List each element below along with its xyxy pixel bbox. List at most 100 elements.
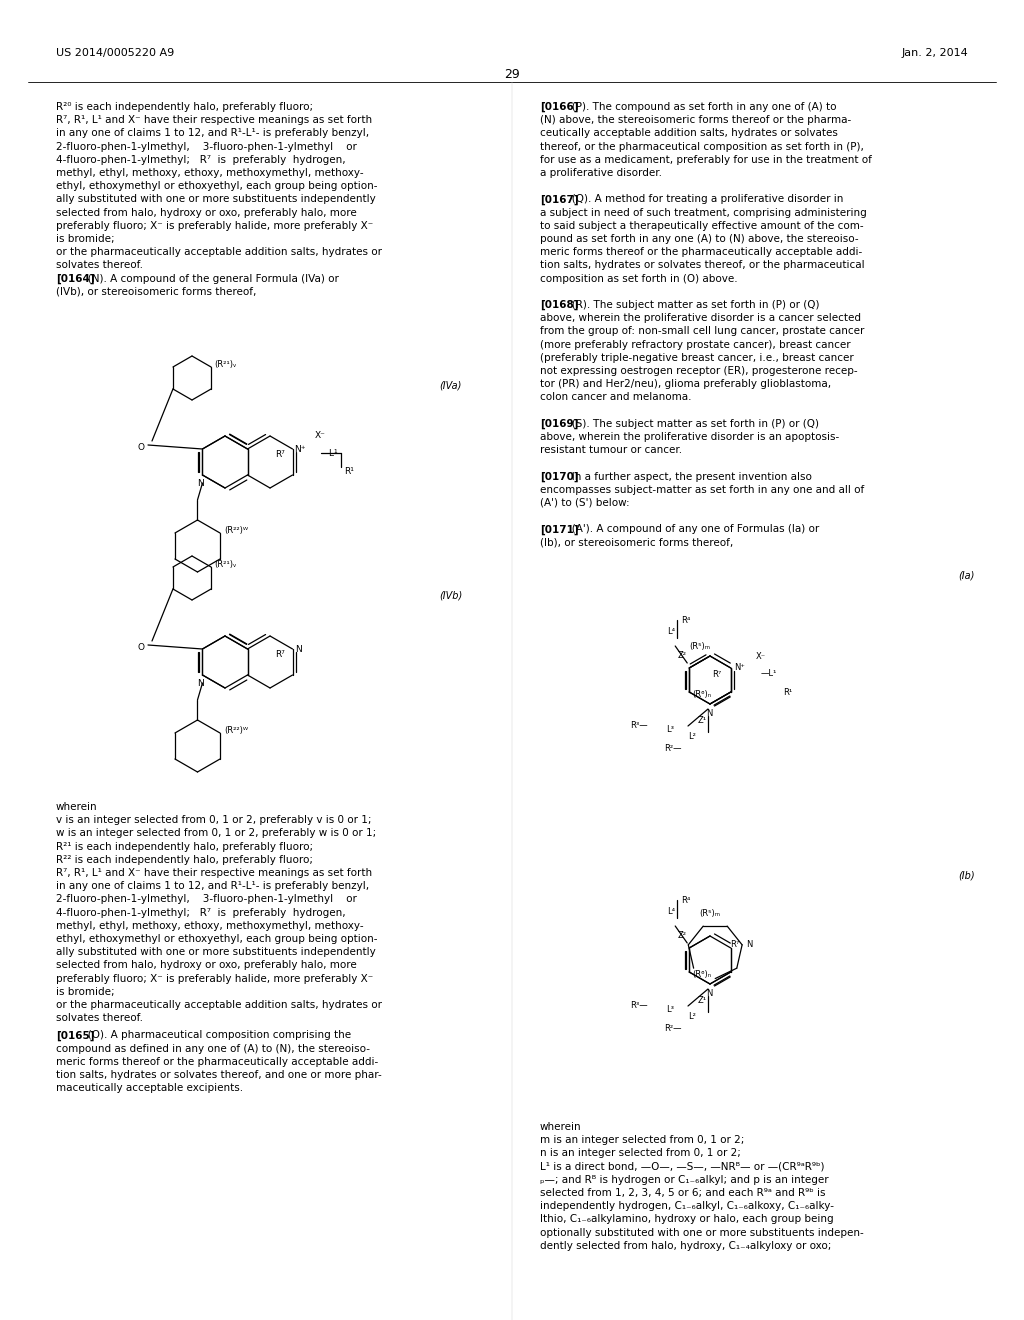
Text: (R²²)ᵂ: (R²²)ᵂ [224, 726, 248, 735]
Text: resistant tumour or cancer.: resistant tumour or cancer. [540, 445, 682, 455]
Text: [0170]: [0170] [540, 471, 579, 482]
Text: 2-fluoro-phen-1-ylmethyl,    3-fluoro-phen-1-ylmethyl    or: 2-fluoro-phen-1-ylmethyl, 3-fluoro-phen-… [56, 895, 357, 904]
Text: L²: L² [688, 733, 696, 741]
Text: compound as defined in any one of (A) to (N), the stereoiso-: compound as defined in any one of (A) to… [56, 1044, 370, 1053]
Text: N: N [296, 644, 302, 653]
Text: N: N [746, 940, 753, 949]
Text: R²¹ is each independently halo, preferably fluoro;: R²¹ is each independently halo, preferab… [56, 842, 313, 851]
Text: N⁺: N⁺ [734, 664, 744, 672]
Text: R⁴: R⁴ [681, 896, 690, 906]
Text: —L¹: —L¹ [761, 669, 777, 678]
Text: (R⁶)ₙ: (R⁶)ₙ [692, 690, 712, 700]
Text: methyl, ethyl, methoxy, ethoxy, methoxymethyl, methoxy-: methyl, ethyl, methoxy, ethoxy, methoxym… [56, 921, 364, 931]
Text: R²—: R²— [665, 744, 682, 752]
Text: In a further aspect, the present invention also: In a further aspect, the present inventi… [562, 471, 812, 482]
Text: pound as set forth in any one (A) to (N) above, the stereoiso-: pound as set forth in any one (A) to (N)… [540, 234, 859, 244]
Text: a proliferative disorder.: a proliferative disorder. [540, 168, 662, 178]
Text: R³—: R³— [631, 722, 648, 730]
Text: 4-fluoro-phen-1-ylmethyl;   R⁷  is  preferably  hydrogen,: 4-fluoro-phen-1-ylmethyl; R⁷ is preferab… [56, 908, 346, 917]
Text: Jan. 2, 2014: Jan. 2, 2014 [901, 48, 968, 58]
Text: (Ib), or stereoisomeric forms thereof,: (Ib), or stereoisomeric forms thereof, [540, 537, 733, 548]
Text: tor (PR) and Her2/neu), glioma preferably glioblastoma,: tor (PR) and Her2/neu), glioma preferabl… [540, 379, 831, 389]
Text: w is an integer selected from 0, 1 or 2, preferably w is 0 or 1;: w is an integer selected from 0, 1 or 2,… [56, 829, 376, 838]
Text: above, wherein the proliferative disorder is an apoptosis-: above, wherein the proliferative disorde… [540, 432, 840, 442]
Text: US 2014/0005220 A9: US 2014/0005220 A9 [56, 48, 174, 58]
Text: meric forms thereof or the pharmaceutically acceptable addi-: meric forms thereof or the pharmaceutica… [56, 1057, 378, 1067]
Text: N: N [706, 709, 712, 718]
Text: ethyl, ethoxymethyl or ethoxyethyl, each group being option-: ethyl, ethoxymethyl or ethoxyethyl, each… [56, 181, 378, 191]
Text: [0168]: [0168] [540, 300, 579, 310]
Text: O: O [137, 643, 144, 652]
Text: (R⁵)ₘ: (R⁵)ₘ [689, 642, 711, 651]
Text: R²² is each independently halo, preferably fluoro;: R²² is each independently halo, preferab… [56, 855, 313, 865]
Text: to said subject a therapeutically effective amount of the com-: to said subject a therapeutically effect… [540, 220, 863, 231]
Text: colon cancer and melanoma.: colon cancer and melanoma. [540, 392, 691, 403]
Text: optionally substituted with one or more substituents indepen-: optionally substituted with one or more … [540, 1228, 864, 1238]
Text: methyl, ethyl, methoxy, ethoxy, methoxymethyl, methoxy-: methyl, ethyl, methoxy, ethoxy, methoxym… [56, 168, 364, 178]
Text: Z¹: Z¹ [698, 715, 707, 725]
Text: (IVa): (IVa) [439, 380, 462, 389]
Text: R²⁰ is each independently halo, preferably fluoro;: R²⁰ is each independently halo, preferab… [56, 102, 313, 112]
Text: L⁴: L⁴ [668, 627, 675, 636]
Text: is bromide;: is bromide; [56, 987, 115, 997]
Text: (S). The subject matter as set forth in (P) or (Q): (S). The subject matter as set forth in … [562, 418, 819, 429]
Text: (IVb), or stereoisomeric forms thereof,: (IVb), or stereoisomeric forms thereof, [56, 286, 256, 297]
Text: selected from halo, hydroxy or oxo, preferably halo, more: selected from halo, hydroxy or oxo, pref… [56, 207, 356, 218]
Text: R²—: R²— [665, 1024, 682, 1034]
Text: ethyl, ethoxymethyl or ethoxyethyl, each group being option-: ethyl, ethoxymethyl or ethoxyethyl, each… [56, 935, 378, 944]
Text: Z²: Z² [677, 651, 686, 660]
Text: wherein: wherein [540, 1122, 582, 1133]
Text: solvates thereof.: solvates thereof. [56, 260, 143, 271]
Text: R⁴: R⁴ [681, 616, 690, 624]
Text: 29: 29 [504, 69, 520, 81]
Text: from the group of: non-small cell lung cancer, prostate cancer: from the group of: non-small cell lung c… [540, 326, 864, 337]
Text: L²: L² [688, 1012, 696, 1020]
Text: N: N [197, 479, 204, 488]
Text: R¹: R¹ [782, 688, 792, 697]
Text: X⁻: X⁻ [314, 432, 326, 440]
Text: (N) above, the stereoisomeric forms thereof or the pharma-: (N) above, the stereoisomeric forms ther… [540, 115, 851, 125]
Text: [0169]: [0169] [540, 418, 579, 429]
Text: composition as set forth in (O) above.: composition as set forth in (O) above. [540, 273, 737, 284]
Text: (R²¹)ᵥ: (R²¹)ᵥ [214, 359, 237, 368]
Text: (Ib): (Ib) [958, 870, 975, 880]
Text: in any one of claims 1 to 12, and R¹-L¹- is preferably benzyl,: in any one of claims 1 to 12, and R¹-L¹-… [56, 882, 369, 891]
Text: [0165]: [0165] [56, 1031, 94, 1040]
Text: or the pharmaceutically acceptable addition salts, hydrates or: or the pharmaceutically acceptable addit… [56, 247, 382, 257]
Text: [0167]: [0167] [540, 194, 579, 205]
Text: (Q). A method for treating a proliferative disorder in: (Q). A method for treating a proliferati… [562, 194, 844, 205]
Text: is bromide;: is bromide; [56, 234, 115, 244]
Text: not expressing oestrogen receptor (ER), progesterone recep-: not expressing oestrogen receptor (ER), … [540, 366, 858, 376]
Text: N: N [197, 678, 204, 688]
Text: above, wherein the proliferative disorder is a cancer selected: above, wherein the proliferative disorde… [540, 313, 861, 323]
Text: tion salts, hydrates or solvates thereof, or the pharmaceutical: tion salts, hydrates or solvates thereof… [540, 260, 864, 271]
Text: v is an integer selected from 0, 1 or 2, preferably v is 0 or 1;: v is an integer selected from 0, 1 or 2,… [56, 816, 372, 825]
Text: in any one of claims 1 to 12, and R¹-L¹- is preferably benzyl,: in any one of claims 1 to 12, and R¹-L¹-… [56, 128, 369, 139]
Text: n is an integer selected from 0, 1 or 2;: n is an integer selected from 0, 1 or 2; [540, 1148, 741, 1159]
Text: [0166]: [0166] [540, 102, 579, 112]
Text: dently selected from halo, hydroxy, C₁₋₄alkyloxy or oxo;: dently selected from halo, hydroxy, C₁₋₄… [540, 1241, 831, 1251]
Text: selected from 1, 2, 3, 4, 5 or 6; and each R⁹ᵃ and R⁹ᵇ is: selected from 1, 2, 3, 4, 5 or 6; and ea… [540, 1188, 825, 1199]
Text: R⁷: R⁷ [712, 671, 721, 678]
Text: Z²: Z² [677, 931, 686, 940]
Text: [0171]: [0171] [540, 524, 579, 535]
Text: tion salts, hydrates or solvates thereof, and one or more phar-: tion salts, hydrates or solvates thereof… [56, 1071, 382, 1080]
Text: solvates thereof.: solvates thereof. [56, 1014, 143, 1023]
Text: selected from halo, hydroxy or oxo, preferably halo, more: selected from halo, hydroxy or oxo, pref… [56, 961, 356, 970]
Text: ₚ—; and Rᴮ is hydrogen or C₁₋₆alkyl; and p is an integer: ₚ—; and Rᴮ is hydrogen or C₁₋₆alkyl; and… [540, 1175, 828, 1185]
Text: Z¹: Z¹ [698, 997, 707, 1005]
Text: (R⁵)ₘ: (R⁵)ₘ [699, 909, 721, 919]
Text: for use as a medicament, preferably for use in the treatment of: for use as a medicament, preferably for … [540, 154, 871, 165]
Text: N⁺: N⁺ [295, 445, 306, 454]
Text: preferably fluoro; X⁻ is preferably halide, more preferably X⁻: preferably fluoro; X⁻ is preferably hali… [56, 220, 374, 231]
Text: lthio, C₁₋₆alkylamino, hydroxy or halo, each group being: lthio, C₁₋₆alkylamino, hydroxy or halo, … [540, 1214, 834, 1225]
Text: thereof, or the pharmaceutical composition as set forth in (P),: thereof, or the pharmaceutical compositi… [540, 141, 864, 152]
Text: R⁷: R⁷ [275, 649, 285, 659]
Text: ceutically acceptable addition salts, hydrates or solvates: ceutically acceptable addition salts, hy… [540, 128, 838, 139]
Text: (A'). A compound of any one of Formulas (Ia) or: (A'). A compound of any one of Formulas … [562, 524, 820, 535]
Text: (IVb): (IVb) [438, 590, 462, 601]
Text: 4-fluoro-phen-1-ylmethyl;   R⁷  is  preferably  hydrogen,: 4-fluoro-phen-1-ylmethyl; R⁷ is preferab… [56, 154, 346, 165]
Text: R⁷: R⁷ [730, 940, 739, 949]
Text: R⁷, R¹, L¹ and X⁻ have their respective meanings as set forth: R⁷, R¹, L¹ and X⁻ have their respective … [56, 869, 372, 878]
Text: or the pharmaceutically acceptable addition salts, hydrates or: or the pharmaceutically acceptable addit… [56, 1001, 382, 1010]
